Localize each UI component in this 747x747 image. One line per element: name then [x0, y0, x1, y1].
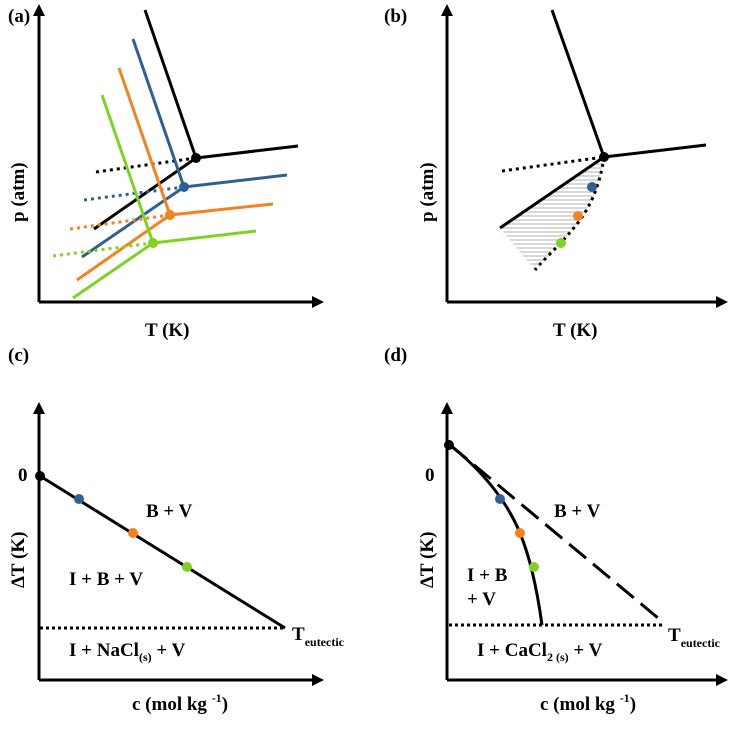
panel-a-x-label: T (K) — [145, 320, 190, 341]
b-green-triple-point — [556, 238, 566, 248]
c-green-point — [182, 562, 192, 572]
b-vapor-line — [499, 155, 605, 230]
d-region-bv: B + V — [554, 501, 601, 522]
b-metastable-line — [501, 155, 605, 173]
panel-c-zero-label: 0 — [18, 465, 28, 486]
d-region-ib-line2: + V — [467, 589, 496, 610]
panel-c-x-label: c (mol kg -1) — [132, 691, 228, 715]
c-region-bottom: I + NaCl(s) + V — [69, 640, 186, 664]
panel-d-x-label: c (mol kg -1) — [540, 691, 636, 715]
panel-c: (c) c (mol kg -1) ΔT (K) 0 B + V I + B +… — [8, 345, 345, 715]
d-orange-point — [515, 528, 525, 538]
panel-a-label: (a) — [8, 6, 30, 27]
a-black-melting-line — [143, 9, 198, 159]
a-green-vapor-line — [72, 241, 154, 300]
panel-d-zero-label: 0 — [425, 465, 435, 486]
d-freezing-curve — [449, 443, 544, 626]
c-orange-point — [128, 528, 138, 538]
a-green-melting-line — [100, 94, 155, 244]
a-black-metastable-line — [95, 156, 197, 174]
b-triple-point-locus — [533, 156, 606, 271]
a-blue-sublimation-high — [183, 173, 288, 189]
b-melting-line — [550, 9, 606, 158]
panel-c-label: (c) — [8, 345, 29, 366]
d-black-point — [444, 440, 454, 450]
a-blue-metastable-line — [83, 185, 185, 202]
a-orange-triple-point — [165, 210, 175, 220]
a-black-triple-point — [191, 153, 201, 163]
panel-d-label: (d) — [384, 345, 407, 366]
panel-c-y-label: ΔT (K) — [8, 532, 29, 588]
panel-b: (b) T (K) p (atm) — [384, 3, 728, 341]
a-blue-melting-line — [131, 38, 186, 188]
panel-b-label: (b) — [384, 6, 407, 27]
c-black-point — [35, 471, 45, 481]
a-blue-triple-point — [179, 182, 189, 192]
b-blue-triple-point — [587, 182, 597, 192]
d-region-bottom: I + CaCl2 (s) + V — [477, 640, 603, 664]
b-hatched-region — [500, 159, 604, 269]
d-region-ib-line1: I + B — [467, 565, 508, 586]
d-green-point — [529, 562, 539, 572]
b-black-triple-point — [599, 152, 609, 162]
a-orange-metastable-line — [69, 213, 171, 231]
a-green-triple-point — [148, 238, 158, 248]
panel-b-x-label: T (K) — [553, 320, 598, 341]
a-green-sublimation-high — [152, 229, 257, 245]
c-region-bv: B + V — [146, 501, 193, 522]
a-orange-sublimation-high — [169, 202, 274, 217]
c-eutectic-label: Teutectic — [292, 624, 345, 649]
a-black-sublimation-high — [195, 144, 299, 160]
d-eutectic-label: Teutectic — [668, 625, 721, 650]
panel-a-y-label: p (atm) — [8, 162, 29, 222]
d-blue-point — [495, 494, 505, 504]
panel-b-y-label: p (atm) — [417, 162, 438, 222]
a-orange-melting-line — [117, 67, 172, 216]
panel-a: (a) T (K) p (atm) — [8, 3, 324, 341]
b-orange-triple-point — [573, 211, 583, 221]
b-sublimation-high — [603, 143, 707, 159]
c-region-ibv: I + B + V — [69, 569, 143, 590]
d-ideal-dashed-line — [449, 443, 665, 625]
c-blue-point — [74, 494, 84, 504]
panel-d-y-label: ΔT (K) — [417, 532, 438, 588]
panel-d: (d) c (mol kg -1) ΔT (K) 0 B + V I + B +… — [384, 345, 728, 715]
a-blue-vapor-line — [81, 185, 185, 259]
a-green-metastable-line — [52, 241, 154, 258]
